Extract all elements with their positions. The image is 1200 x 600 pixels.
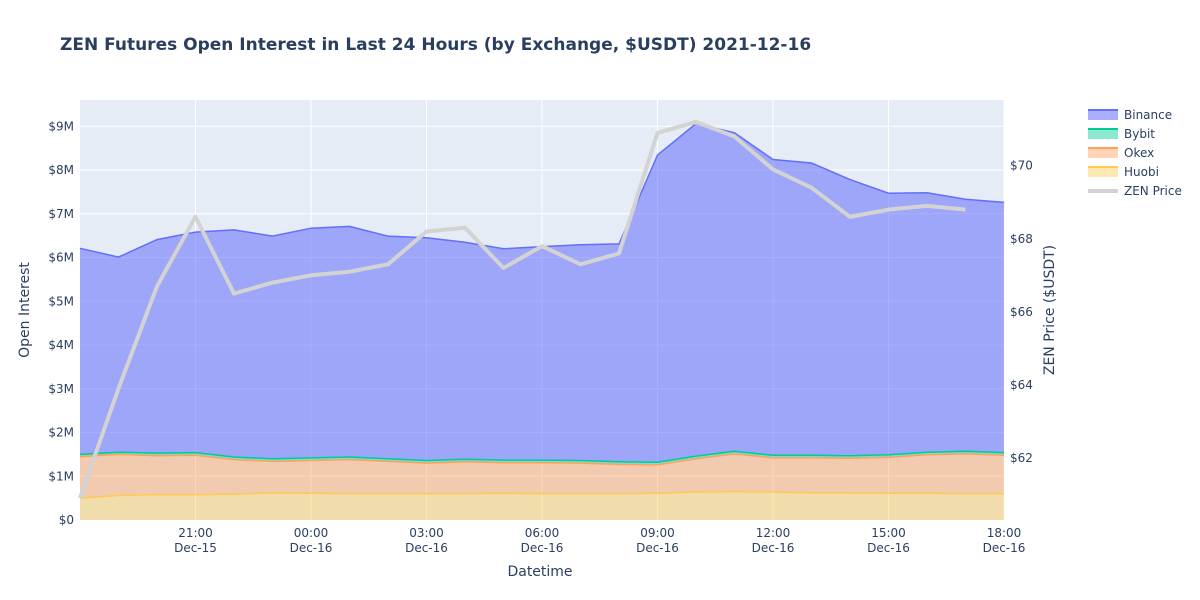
legend-label: Huobi (1124, 165, 1159, 179)
y2-tick-label: $70 (1010, 159, 1033, 173)
legend-swatch (1088, 167, 1118, 177)
legend-swatch (1088, 148, 1118, 158)
legend-item-zen-price[interactable]: ZEN Price (1088, 184, 1182, 198)
legend-item-bybit[interactable]: Bybit (1088, 127, 1155, 141)
x-tick-sublabel: Dec-16 (983, 541, 1026, 555)
x-axis-title: Datetime (507, 564, 572, 580)
legend-label: Okex (1124, 146, 1154, 160)
legend-label: Bybit (1124, 127, 1155, 141)
x-tick-sublabel: Dec-16 (405, 541, 448, 555)
x-tick-sublabel: Dec-16 (290, 541, 333, 555)
y2-axis-ticks: $62 $64 $66 $68 $70 (1010, 159, 1033, 465)
y-tick-label: $3M (48, 382, 74, 396)
x-tick-sublabel: Dec-16 (636, 541, 679, 555)
line-huobi (79, 490, 1004, 499)
legend-item-huobi[interactable]: Huobi (1088, 165, 1159, 179)
x-tick-sublabel: Dec-15 (174, 541, 217, 555)
line-okex (79, 453, 1005, 466)
x-tick-label: 15:00 (871, 526, 906, 540)
area-huobi (80, 491, 1004, 520)
legend-label: Binance (1124, 108, 1172, 122)
x-tick-label: 00:00 (294, 526, 329, 540)
y2-tick-label: $62 (1010, 451, 1033, 465)
y-axis-title: Open Interest (17, 262, 33, 358)
price-line-layer (78, 119, 966, 499)
x-tick-sublabel: Dec-16 (867, 541, 910, 555)
legend-item-okex[interactable]: Okex (1088, 146, 1154, 160)
x-axis-ticks: 21:00Dec-1500:00Dec-1603:00Dec-1606:00De… (174, 526, 1025, 555)
y-tick-label: $0 (59, 513, 74, 527)
x-tick-label: 18:00 (987, 526, 1022, 540)
x-tick-label: 09:00 (640, 526, 675, 540)
legend-swatch (1088, 110, 1118, 120)
y-tick-label: $1M (48, 469, 74, 483)
y-tick-label: $8M (48, 163, 74, 177)
legend-item-binance[interactable]: Binance (1088, 108, 1172, 122)
y2-axis-title: ZEN Price ($USDT) (1042, 245, 1058, 375)
y-tick-label: $4M (48, 338, 74, 352)
y-tick-label: $2M (48, 426, 74, 440)
line-zen-price (78, 119, 966, 499)
area-okex (80, 453, 1004, 499)
y2-tick-label: $64 (1010, 378, 1033, 392)
y-tick-label: $9M (48, 119, 74, 133)
legend-label: ZEN Price (1124, 184, 1182, 198)
y-tick-label: $7M (48, 207, 74, 221)
x-tick-label: 12:00 (756, 526, 791, 540)
line-bybit (79, 450, 1005, 464)
y2-tick-label: $68 (1010, 232, 1033, 246)
y-tick-label: $6M (48, 251, 74, 265)
x-tick-sublabel: Dec-16 (521, 541, 564, 555)
x-tick-sublabel: Dec-16 (752, 541, 795, 555)
area-binance (80, 123, 1004, 463)
x-tick-label: 06:00 (525, 526, 560, 540)
legend: Binance Bybit Okex Huobi ZEN Price (1088, 108, 1182, 198)
x-tick-label: 03:00 (409, 526, 444, 540)
stacked-areas (80, 123, 1004, 520)
chart-title: ZEN Futures Open Interest in Last 24 Hou… (60, 35, 811, 55)
y-axis-ticks: $0 $1M $2M $3M $4M $5M $6M $7M $8M $9M (48, 119, 74, 527)
legend-swatch (1088, 129, 1118, 139)
x-tick-label: 21:00 (178, 526, 213, 540)
y2-tick-label: $66 (1010, 305, 1033, 319)
y-tick-label: $5M (48, 294, 74, 308)
